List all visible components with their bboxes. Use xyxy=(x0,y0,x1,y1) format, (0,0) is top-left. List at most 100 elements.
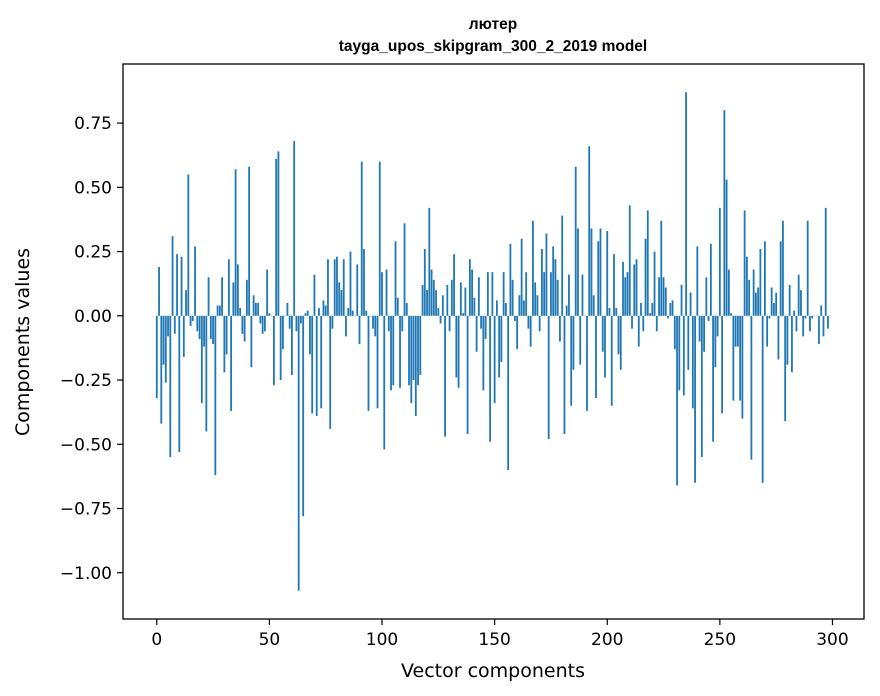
bar-18 xyxy=(196,315,199,332)
bar-277 xyxy=(779,241,782,316)
bar-253 xyxy=(725,179,728,316)
bar-61 xyxy=(293,141,296,316)
bar-97 xyxy=(374,315,377,337)
bar-296 xyxy=(822,315,825,337)
bar-48 xyxy=(263,315,266,332)
bar-114 xyxy=(412,315,415,381)
x-tick-label: 200 xyxy=(591,630,623,650)
bar-27 xyxy=(216,305,219,316)
bar-120 xyxy=(426,290,428,316)
bar-137 xyxy=(464,287,467,316)
y-tick-label: −0.75 xyxy=(60,500,112,520)
bar-15 xyxy=(189,315,192,327)
bar-101 xyxy=(383,315,386,450)
bar-202 xyxy=(610,315,613,406)
bar-298 xyxy=(827,315,829,329)
bar-52 xyxy=(273,315,275,386)
bar-19 xyxy=(198,315,201,339)
bar-65 xyxy=(302,315,305,517)
bar-199 xyxy=(604,315,606,378)
bar-209 xyxy=(626,272,629,316)
bar-255 xyxy=(730,313,733,316)
bar-284 xyxy=(795,315,798,332)
bar-140 xyxy=(471,269,473,316)
bar-187 xyxy=(577,228,579,316)
bar-81 xyxy=(338,282,341,316)
bar-224 xyxy=(660,220,663,316)
bar-28 xyxy=(218,305,221,316)
bar-194 xyxy=(592,295,595,316)
bar-71 xyxy=(315,315,318,417)
bar-256 xyxy=(732,315,735,401)
bar-294 xyxy=(818,315,820,345)
bar-156 xyxy=(507,315,510,470)
bar-94 xyxy=(367,315,370,411)
bar-34 xyxy=(232,282,235,316)
bar-9 xyxy=(176,254,178,316)
bar-247 xyxy=(712,315,714,442)
bar-17 xyxy=(194,246,196,316)
bar-55 xyxy=(279,315,282,381)
bar-60 xyxy=(291,315,293,375)
bar-38 xyxy=(241,315,244,334)
bar-169 xyxy=(536,295,539,316)
x-tick-label: 150 xyxy=(478,630,510,650)
bar-105 xyxy=(392,315,395,386)
bar-117 xyxy=(419,315,422,375)
bar-145 xyxy=(482,315,485,391)
bar-183 xyxy=(568,274,570,316)
bar-146 xyxy=(484,315,487,339)
bar-54 xyxy=(277,151,280,316)
bar-126 xyxy=(439,315,442,324)
bar-213 xyxy=(635,259,638,316)
bar-276 xyxy=(777,315,780,360)
bar-53 xyxy=(275,159,278,316)
bar-164 xyxy=(525,272,528,316)
bar-78 xyxy=(331,315,334,329)
bar-91 xyxy=(360,161,363,316)
bar-263 xyxy=(748,279,751,316)
bar-1 xyxy=(158,266,160,316)
bar-116 xyxy=(417,315,419,386)
bar-195 xyxy=(595,315,597,399)
bar-66 xyxy=(304,313,307,316)
bar-278 xyxy=(782,220,784,316)
bar-35 xyxy=(234,169,237,316)
bar-106 xyxy=(394,241,397,316)
bar-2 xyxy=(160,315,163,424)
bar-158 xyxy=(511,279,514,316)
bar-223 xyxy=(658,277,660,316)
bar-135 xyxy=(459,282,462,316)
bar-150 xyxy=(493,315,496,404)
bar-280 xyxy=(786,315,789,365)
bar-270 xyxy=(764,241,766,316)
bar-233 xyxy=(680,284,683,316)
bar-166 xyxy=(529,315,532,347)
bar-244 xyxy=(705,277,708,316)
bar-185 xyxy=(572,315,575,370)
bar-261 xyxy=(743,210,746,316)
bar-90 xyxy=(358,315,361,345)
bar-69 xyxy=(311,315,314,414)
bar-130 xyxy=(448,315,451,332)
bar-99 xyxy=(378,161,381,316)
bar-111 xyxy=(405,302,408,316)
bar-42 xyxy=(250,315,253,368)
bar-288 xyxy=(804,315,807,319)
bar-191 xyxy=(586,315,588,411)
bar-207 xyxy=(622,261,624,316)
bar-67 xyxy=(306,310,309,316)
bar-96 xyxy=(372,315,374,329)
x-tick-label: 250 xyxy=(704,630,736,650)
bar-268 xyxy=(759,249,762,316)
bar-250 xyxy=(718,207,721,316)
y-tick-label: 0.25 xyxy=(74,243,112,263)
bar-63 xyxy=(297,315,300,591)
x-axis-ticks: 0 50 100 150 200 250 300 xyxy=(151,619,849,650)
bar-33 xyxy=(230,315,233,411)
bar-172 xyxy=(543,272,546,316)
bar-225 xyxy=(662,277,665,316)
bar-279 xyxy=(784,315,787,422)
bar-3 xyxy=(162,315,165,365)
